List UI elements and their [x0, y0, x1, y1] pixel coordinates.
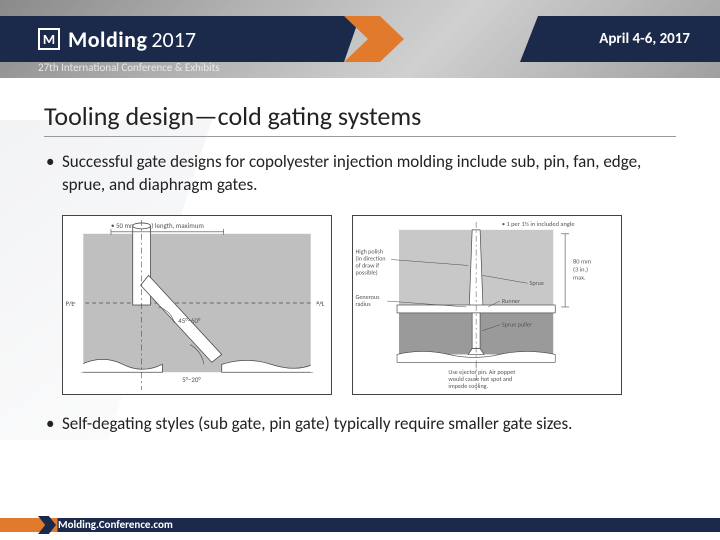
- fig2-note: Use ejector pin. Air poppetwould cause h…: [448, 368, 515, 390]
- bullet-1: Successful gate designs for copolyester …: [44, 151, 676, 197]
- bullet-2: Self-degating styles (sub gate, pin gate…: [44, 413, 676, 436]
- fig1-angle1: 45°–60°: [178, 316, 201, 325]
- figure-sprue-gate: • 1 per 1½ in included angle: [352, 215, 622, 395]
- slide-content: Tooling design—cold gating systems Succe…: [0, 78, 720, 436]
- date-block: April 4-6, 2017: [520, 16, 720, 62]
- logo-text: Molding: [68, 26, 147, 53]
- fig1-pl-right: P/L: [316, 299, 325, 308]
- logo-year: 2017: [151, 26, 196, 53]
- fig2-polish: High polish(in directionof draw ifpossib…: [355, 247, 385, 276]
- figure-sub-gate: • 50 mm (2 in.) length, maximum P/L P/L: [62, 215, 332, 395]
- fig2-dim: 80 mm(3 in.)max.: [573, 257, 591, 281]
- fig2-caption: • 1 per 1½ in included angle: [502, 220, 575, 228]
- fig1-caption: • 50 mm (2 in.) length, maximum: [111, 221, 204, 230]
- sprue-gate-diagram: • 1 per 1½ in included angle: [353, 216, 621, 394]
- chevron-icon: [344, 16, 404, 62]
- slide-title: Tooling design—cold gating systems: [44, 100, 676, 137]
- fig1-pl-left: P/L: [65, 299, 74, 308]
- fig2-puller: Sprue puller: [502, 321, 533, 329]
- logo-block: M Molding 2017: [0, 16, 360, 62]
- footer: Molding.Conference.com: [0, 510, 720, 540]
- logo-mark-icon: M: [38, 28, 60, 50]
- header-band: M Molding 2017 April 4-6, 2017: [0, 16, 720, 62]
- fig2-radius: Generousradius: [355, 293, 380, 308]
- fig2-sprue: Sprue: [530, 279, 544, 287]
- header-banner: M Molding 2017 April 4-6, 2017 27th Inte…: [0, 0, 720, 78]
- footer-url: Molding.Conference.com: [58, 518, 173, 531]
- figure-row: • 50 mm (2 in.) length, maximum P/L P/L: [44, 207, 676, 403]
- fig2-runner: Runner: [502, 297, 521, 305]
- sub-gate-diagram: • 50 mm (2 in.) length, maximum P/L P/L: [63, 216, 331, 394]
- conference-subtitle: 27th International Conference & Exhibits: [38, 61, 220, 74]
- fig1-angle2: 5°–20°: [182, 375, 201, 384]
